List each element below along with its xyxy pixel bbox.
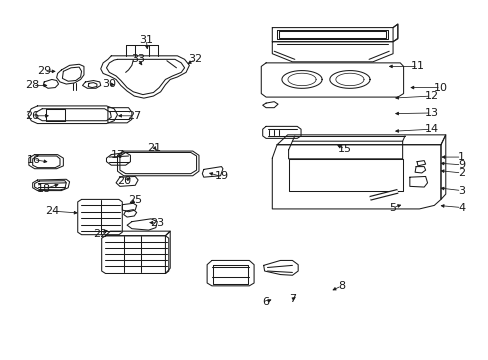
Text: 28: 28: [25, 80, 40, 90]
Text: 11: 11: [410, 62, 424, 71]
Text: 24: 24: [44, 206, 59, 216]
Text: 17: 17: [110, 150, 124, 159]
Text: 33: 33: [131, 54, 145, 64]
Text: 27: 27: [127, 111, 141, 121]
Text: 3: 3: [457, 186, 464, 195]
Text: 1: 1: [457, 152, 464, 162]
Text: 26: 26: [25, 111, 40, 121]
Text: 32: 32: [188, 54, 202, 64]
Text: 10: 10: [433, 82, 447, 93]
Text: 2: 2: [457, 168, 464, 178]
Text: 6: 6: [262, 297, 269, 307]
Text: 16: 16: [26, 154, 41, 165]
Text: 19: 19: [214, 171, 228, 181]
Text: 15: 15: [337, 144, 351, 154]
Text: 29: 29: [37, 66, 51, 76]
Text: 23: 23: [150, 218, 164, 228]
Text: 9: 9: [457, 160, 464, 170]
Text: 8: 8: [338, 281, 345, 291]
Text: 20: 20: [117, 176, 130, 186]
Text: 12: 12: [424, 91, 438, 101]
Text: 5: 5: [389, 203, 396, 212]
Text: 30: 30: [102, 79, 116, 89]
Text: 7: 7: [288, 294, 295, 304]
Text: 13: 13: [424, 108, 438, 118]
Text: 14: 14: [424, 124, 438, 134]
Text: 4: 4: [457, 203, 464, 212]
Text: 22: 22: [93, 229, 108, 239]
Text: 31: 31: [139, 35, 153, 45]
Text: 25: 25: [128, 195, 142, 206]
Text: 18: 18: [37, 184, 51, 194]
Text: 21: 21: [147, 143, 161, 153]
